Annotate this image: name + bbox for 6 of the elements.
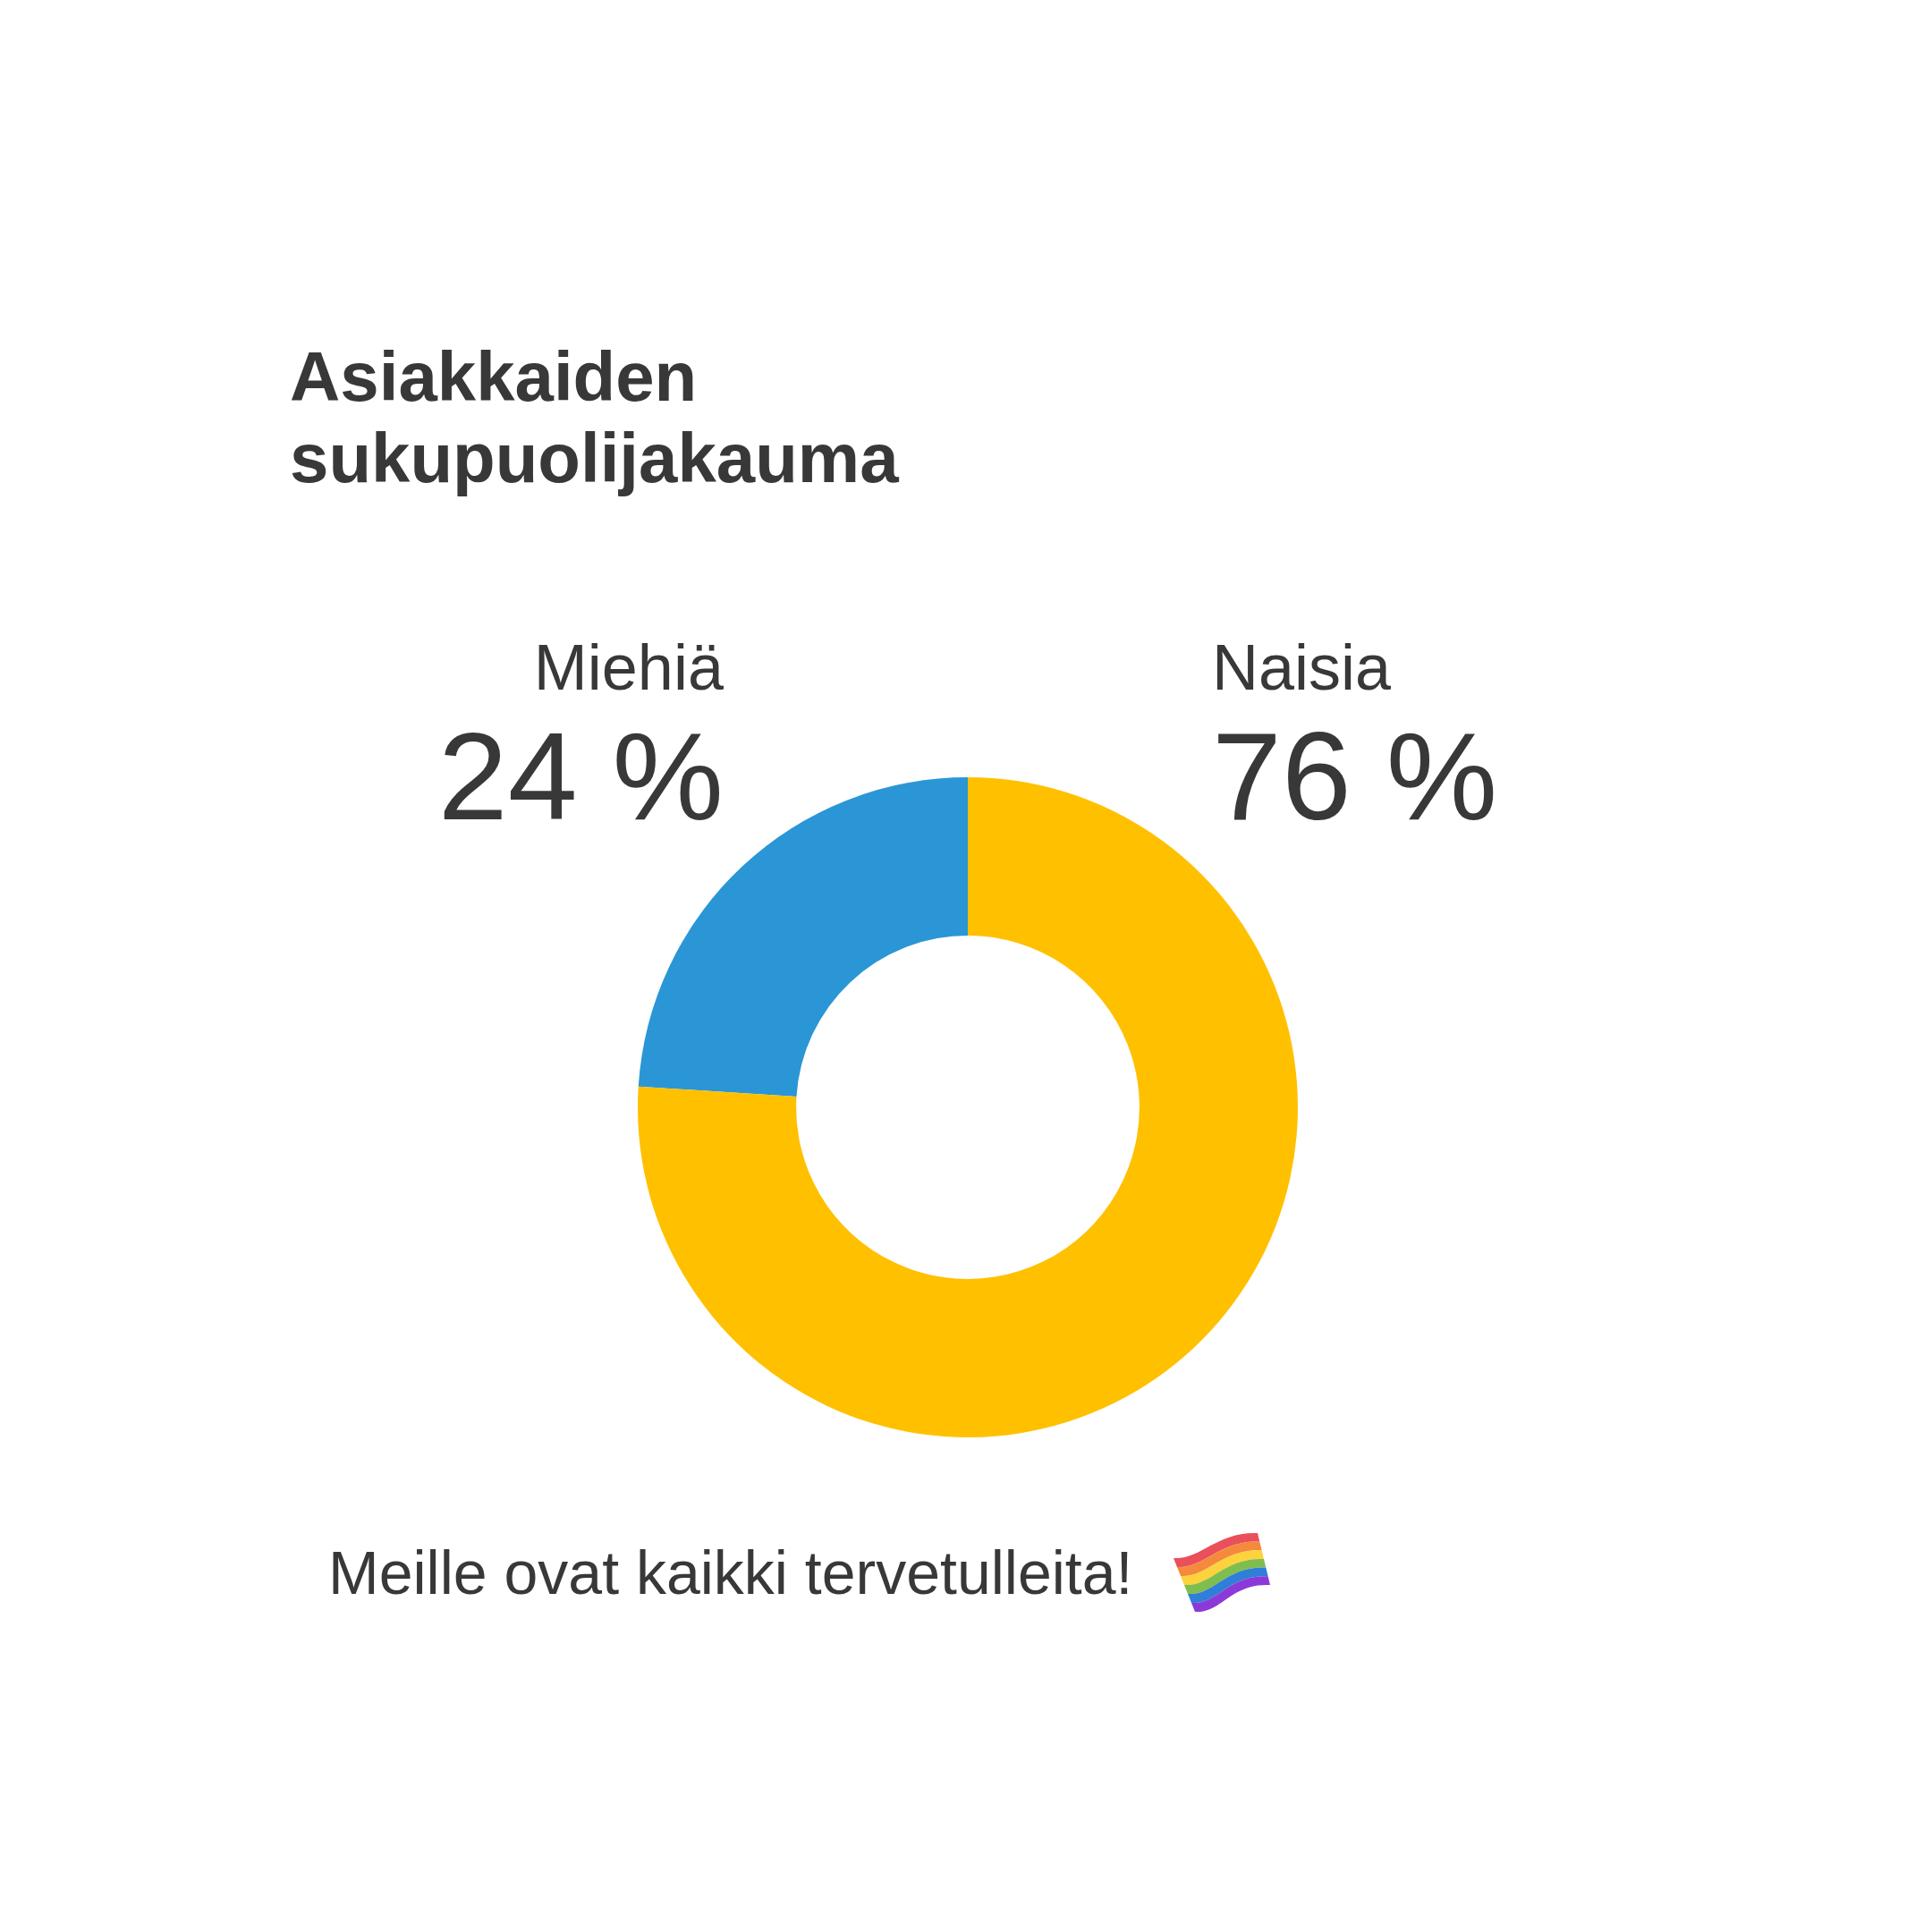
data-label: 76 % bbox=[1212, 705, 1498, 846]
text: Meille ovat kaikki tervetulleita! bbox=[328, 1538, 1133, 1608]
data-label: 24 % bbox=[437, 705, 724, 846]
slice-label: Naisia bbox=[1212, 631, 1393, 704]
slice-label: Miehiä bbox=[533, 631, 724, 704]
chart-title: Asiakkaiden sukupuolijakauma bbox=[290, 336, 900, 499]
